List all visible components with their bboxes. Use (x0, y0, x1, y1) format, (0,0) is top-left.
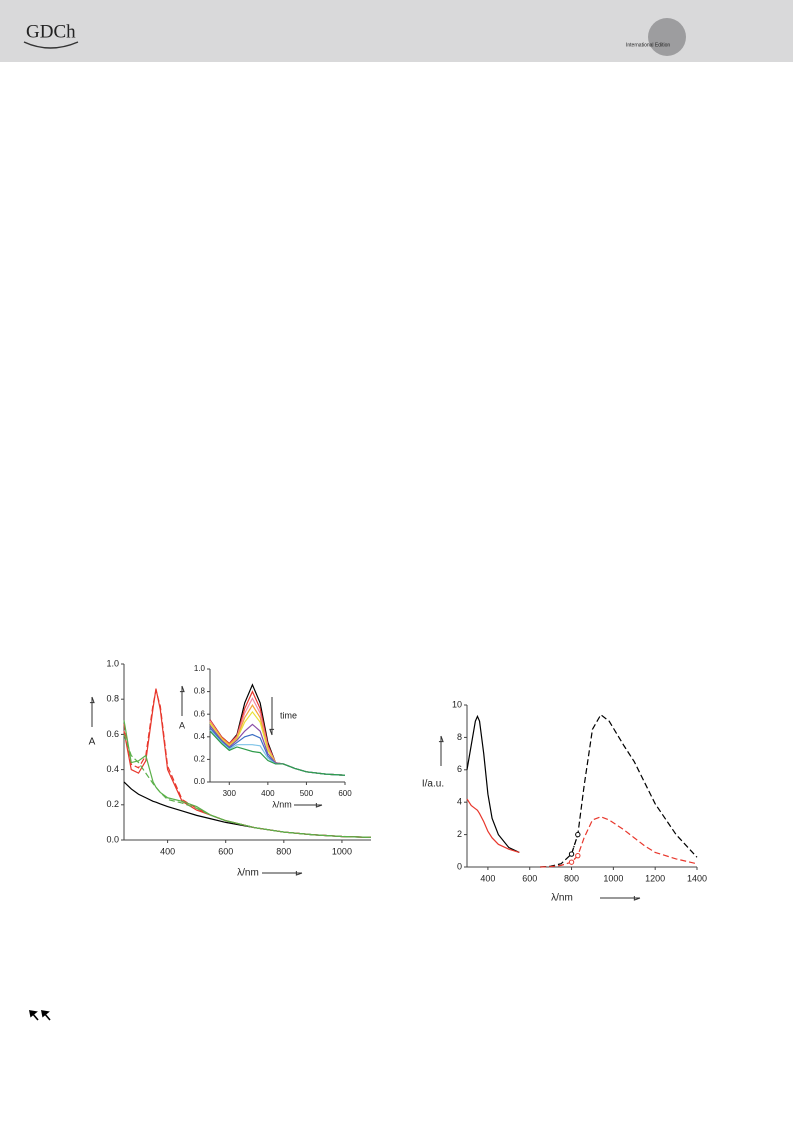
arrow-head (295, 870, 303, 876)
y-tick-label: 0.4 (194, 732, 206, 741)
y-tick-label: 0.6 (194, 709, 206, 718)
x-axis-label: λ/nm (551, 893, 573, 904)
data-line (123, 734, 372, 838)
y-axis-label: I/a.u. (422, 779, 444, 790)
back-icon (28, 1010, 51, 1021)
y-tick-label: 0.4 (106, 764, 119, 774)
x-tick-label: 500 (300, 789, 314, 798)
data-line (209, 683, 346, 776)
x-tick-label: 400 (261, 789, 275, 798)
data-line (466, 714, 520, 853)
x-tick-label: 600 (522, 873, 537, 883)
y-tick-label: 6 (457, 764, 462, 774)
data-line (540, 816, 698, 868)
data-line (540, 713, 698, 868)
y-tick-label: 10 (452, 699, 462, 709)
x-tick-label: 1200 (645, 873, 665, 883)
data-line (209, 730, 346, 776)
y-tick-label: 0 (457, 861, 462, 871)
x-tick-label: 1000 (603, 873, 623, 883)
data-point (568, 859, 575, 865)
y-tick-label: 0.0 (194, 777, 206, 786)
x-tick-label: 1000 (332, 846, 352, 856)
x-tick-label: 400 (160, 846, 175, 856)
y-tick-label: 0.6 (106, 729, 119, 739)
arrow-head (438, 735, 444, 743)
y-axis-label: A (179, 720, 185, 730)
x-axis-label: λ/nm (237, 868, 259, 879)
y-tick-label: 0.2 (106, 799, 119, 809)
data-line (123, 720, 372, 838)
y-tick-label: 2 (457, 829, 462, 839)
data-line (123, 688, 372, 838)
x-tick-label: 400 (480, 873, 495, 883)
data-line (466, 798, 520, 853)
data-point (575, 831, 581, 838)
y-tick-label: 0.2 (194, 755, 206, 764)
data-point (575, 852, 581, 859)
data-line (209, 729, 346, 776)
logo: GDCh (26, 21, 76, 42)
arrow-head (269, 728, 275, 736)
annotation: time (280, 710, 297, 720)
y-tick-label: 0.8 (106, 694, 119, 704)
logo-arc (23, 41, 79, 49)
x-tick-label: 600 (338, 789, 352, 798)
x-tick-label: 800 (276, 846, 291, 856)
y-tick-label: 0.0 (106, 834, 119, 844)
arrow-head (89, 696, 95, 704)
arrow-head (633, 895, 641, 901)
y-tick-label: 4 (457, 797, 462, 807)
y-axis-label: A (89, 737, 96, 748)
x-tick-label: 800 (564, 873, 579, 883)
data-line (209, 704, 346, 776)
data-line (209, 727, 346, 776)
data-line (123, 781, 372, 838)
edition-badge (648, 18, 686, 56)
x-axis-label: λ/nm (272, 799, 292, 809)
x-tick-label: 300 (223, 789, 237, 798)
arrow-head (179, 685, 185, 693)
y-tick-label: 0.8 (194, 687, 206, 696)
data-point (568, 851, 575, 857)
arrow-head (315, 802, 323, 808)
y-tick-label: 1.0 (106, 658, 119, 668)
y-tick-label: 1.0 (194, 664, 206, 673)
y-tick-label: 8 (457, 732, 462, 742)
edition-text: International Edition (626, 42, 670, 48)
x-tick-label: 1400 (687, 873, 707, 883)
x-tick-label: 600 (218, 846, 233, 856)
